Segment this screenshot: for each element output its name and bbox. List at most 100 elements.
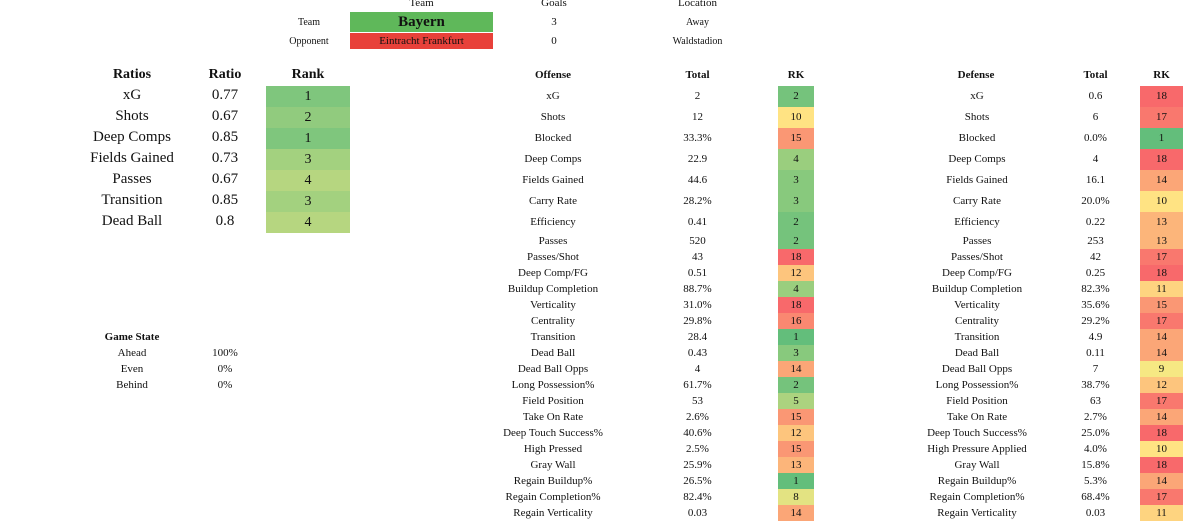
defense-stat-label: Dead Ball Opps: [941, 363, 1013, 375]
offense-rank-cell: 12: [778, 265, 814, 281]
defense-stat-total: 38.7%: [1081, 379, 1110, 391]
defense-rank-cell: 13: [1140, 233, 1183, 249]
defense-stat-label: Passes: [962, 235, 992, 247]
ratio-rank-cell: 3: [266, 191, 350, 212]
defense-stat-label: Carry Rate: [953, 195, 1001, 207]
offense-rank-cell: 4: [778, 149, 814, 170]
offense-stat-total: 0.03: [687, 507, 708, 519]
team-name-cell: Bayern: [350, 12, 493, 32]
defense-stat-total: 42: [1090, 251, 1101, 263]
defense-rank-cell: 14: [1140, 345, 1183, 361]
defense-rank-cell: 17: [1140, 313, 1183, 329]
defense-rank-cell: 15: [1140, 297, 1183, 313]
ratio-label: Fields Gained: [90, 150, 174, 166]
defense-stat-label: Deep Touch Success%: [927, 427, 1027, 439]
ratio-value: 0.73: [211, 150, 239, 166]
offense-stat-total: 0.51: [687, 267, 708, 279]
offense-stat-label: Verticality: [530, 299, 576, 311]
ratio-label: Deep Comps: [93, 129, 171, 145]
offense-stat-total: 0.43: [687, 347, 708, 359]
defense-stat-total: 7: [1092, 363, 1099, 375]
defense-stat-total: 5.3%: [1084, 475, 1107, 487]
defense-rank-cell: 14: [1140, 170, 1183, 191]
defense-rank-cell: 17: [1140, 489, 1183, 505]
opponent-label: Opponent: [289, 36, 329, 47]
game-state-label: Ahead: [117, 347, 147, 359]
offense-stat-total: 31.0%: [683, 299, 712, 311]
defense-stat-total: 4.9: [1088, 331, 1103, 343]
defense-stat-total: 82.3%: [1081, 283, 1110, 295]
defense-stat-label: Transition: [954, 331, 1000, 343]
offense-rank-cell: 12: [778, 425, 814, 441]
ratio-rank-header: Rank: [291, 67, 325, 82]
defense-stat-total: 6: [1092, 111, 1099, 123]
defense-rank-cell: 17: [1140, 249, 1183, 265]
defense-stat-label: Efficiency: [954, 216, 1000, 228]
defense-stat-label: xG: [970, 90, 984, 102]
defense-stat-label: Field Position: [946, 395, 1008, 407]
defense-rank-cell: 13: [1140, 212, 1183, 233]
offense-rank-cell: 3: [778, 191, 814, 212]
defense-stat-total: 15.8%: [1081, 459, 1110, 471]
defense-rank-cell: 14: [1140, 473, 1183, 489]
offense-stat-total: 43: [692, 251, 703, 263]
offense-stat-label: Long Possession%: [511, 379, 595, 391]
defense-stat-total: 0.03: [1085, 507, 1106, 519]
defense-stat-label: Dead Ball: [954, 347, 1000, 359]
offense-stat-total: 25.9%: [683, 459, 712, 471]
ratio-rank-cell: 2: [266, 107, 350, 128]
opponent-location: Waldstadion: [672, 36, 723, 47]
defense-rank-cell: 12: [1140, 377, 1183, 393]
defense-stat-total: 2.7%: [1084, 411, 1107, 423]
ratio-value: 0.8: [215, 213, 235, 229]
defense-rank-header: RK: [1153, 69, 1170, 81]
defense-rank-cell: 9: [1140, 361, 1183, 377]
offense-rank-cell: 1: [778, 473, 814, 489]
offense-rank-cell: 2: [778, 377, 814, 393]
defense-stat-label: Fields Gained: [946, 174, 1008, 186]
defense-stat-label: Take On Rate: [946, 411, 1008, 423]
defense-stat-total: 0.6: [1088, 90, 1103, 102]
defense-rank-cell: 17: [1140, 393, 1183, 409]
team-goals: 3: [551, 16, 557, 28]
offense-stat-label: Efficiency: [530, 216, 576, 228]
offense-stat-total: 0.41: [687, 216, 708, 228]
opponent-name-cell: Eintracht Frankfurt: [350, 33, 493, 49]
offense-rank-cell: 2: [778, 233, 814, 249]
defense-stat-label: Gray Wall: [954, 459, 1000, 471]
defense-header: Defense: [957, 69, 995, 81]
defense-stat-total: 25.0%: [1081, 427, 1110, 439]
offense-stat-total: 2.5%: [686, 443, 709, 455]
defense-stat-total: 4.0%: [1084, 443, 1107, 455]
offense-stat-total: 2.6%: [686, 411, 709, 423]
defense-stat-label: Deep Comps: [948, 153, 1006, 165]
offense-stat-label: Fields Gained: [522, 174, 584, 186]
offense-rank-cell: 16: [778, 313, 814, 329]
defense-rank-cell: 10: [1140, 191, 1183, 212]
defense-stat-total: 63: [1090, 395, 1101, 407]
defense-stat-label: High Pressure Applied: [927, 443, 1027, 455]
defense-rank-cell: 11: [1140, 505, 1183, 521]
ratio-value: 0.77: [211, 87, 239, 103]
offense-rank-cell: 14: [778, 505, 814, 521]
game-state-value: 0%: [217, 379, 233, 391]
ratio-rank-cell: 3: [266, 149, 350, 170]
offense-stat-total: 53: [692, 395, 703, 407]
defense-rank-cell: 18: [1140, 425, 1183, 441]
offense-rank-cell: 2: [778, 212, 814, 233]
defense-total-header: Total: [1083, 69, 1108, 81]
offense-stat-label: Dead Ball Opps: [517, 363, 589, 375]
offense-rank-cell: 15: [778, 441, 814, 457]
offense-stat-label: Deep Touch Success%: [503, 427, 603, 439]
game-state-label: Behind: [116, 379, 148, 391]
defense-rank-cell: 14: [1140, 409, 1183, 425]
defense-stat-total: 0.0%: [1084, 132, 1107, 144]
defense-stat-total: 68.4%: [1081, 491, 1110, 503]
game-state-title: Game State: [104, 331, 160, 343]
defense-stat-total: 16.1: [1085, 174, 1106, 186]
offense-stat-total: 40.6%: [683, 427, 712, 439]
offense-rank-cell: 1: [778, 329, 814, 345]
ratio-rank-cell: 4: [266, 212, 350, 233]
defense-stat-label: Passes/Shot: [951, 251, 1003, 263]
offense-rank-cell: 2: [778, 86, 814, 107]
